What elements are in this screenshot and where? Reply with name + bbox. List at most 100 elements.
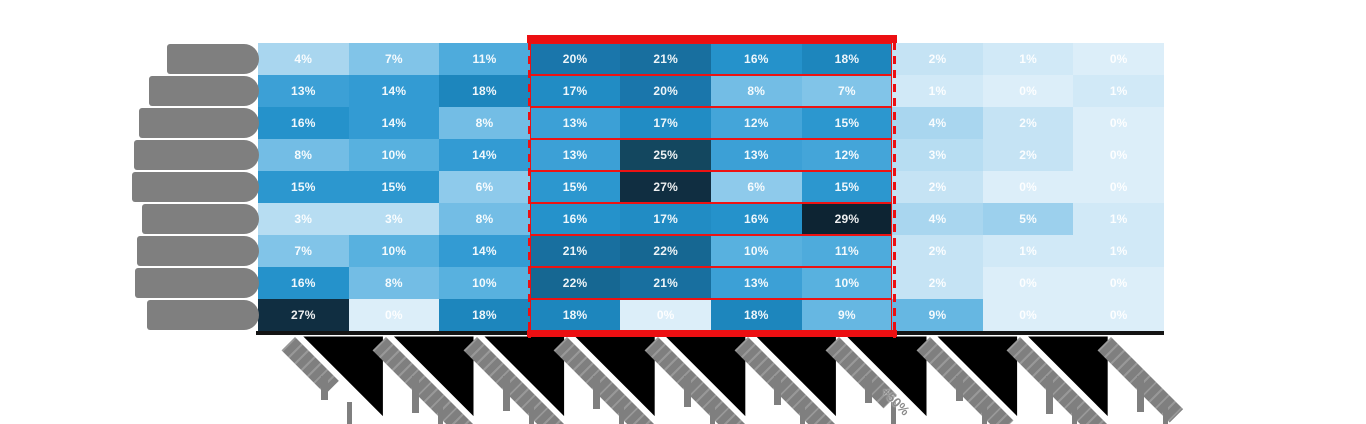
heatmap-cell[interactable]: 14% xyxy=(348,75,440,107)
heatmap-cell[interactable]: 18% xyxy=(439,299,530,331)
heatmap-cell[interactable]: 6% xyxy=(711,171,802,203)
heatmap-cell[interactable]: 20% xyxy=(529,43,621,75)
heatmap-cell[interactable]: 4% xyxy=(258,43,349,75)
redaction-streak xyxy=(1046,376,1054,414)
heatmap-cell[interactable]: 10% xyxy=(348,235,440,267)
heatmap-cell[interactable]: 2% xyxy=(892,267,983,299)
heatmap-cell[interactable]: 13% xyxy=(529,107,621,139)
heatmap-cell[interactable]: 15% xyxy=(801,107,893,139)
heatmap-cell[interactable]: 27% xyxy=(258,299,349,331)
heatmap-cell[interactable]: 2% xyxy=(982,107,1074,139)
heatmap-cell[interactable]: 16% xyxy=(711,43,802,75)
heatmap-cell[interactable]: 20% xyxy=(620,75,711,107)
redaction-streak xyxy=(619,402,625,424)
heatmap-cell[interactable]: 10% xyxy=(801,267,893,299)
heatmap-cell[interactable]: 13% xyxy=(711,139,802,171)
heatmap-cell[interactable]: 21% xyxy=(620,43,711,75)
heatmap-cell[interactable]: 1% xyxy=(1073,235,1164,267)
heatmap-cell[interactable]: 15% xyxy=(801,171,893,203)
heatmap-cell[interactable]: 0% xyxy=(1073,107,1164,139)
heatmap-cell[interactable]: 21% xyxy=(529,235,621,267)
heatmap-cell[interactable]: 7% xyxy=(258,235,349,267)
heatmap-cell[interactable]: 0% xyxy=(1073,299,1164,331)
heatmap-cell[interactable]: 0% xyxy=(620,299,711,331)
heatmap-cell[interactable]: 0% xyxy=(1073,267,1164,299)
heatmap-cell[interactable]: 29% xyxy=(801,203,893,235)
heatmap-cell[interactable]: 3% xyxy=(892,139,983,171)
heatmap-cell[interactable]: 1% xyxy=(1073,75,1164,107)
redaction-streak xyxy=(800,402,806,424)
redacted-row-label xyxy=(132,172,259,202)
heatmap-cell[interactable]: 11% xyxy=(439,43,530,75)
redaction-streak xyxy=(709,402,715,424)
heatmap-cell[interactable]: 14% xyxy=(439,139,530,171)
heatmap-cell[interactable]: 12% xyxy=(711,107,802,139)
heatmap-cell[interactable]: 0% xyxy=(982,267,1074,299)
redaction-streak xyxy=(347,402,353,424)
heatmap-cell[interactable]: 7% xyxy=(348,43,440,75)
heatmap-cell[interactable]: 18% xyxy=(801,43,893,75)
redaction-streak xyxy=(1072,402,1078,424)
heatmap-cell[interactable]: 15% xyxy=(529,171,621,203)
heatmap-cell[interactable]: 4% xyxy=(892,203,983,235)
heatmap-cell[interactable]: 11% xyxy=(801,235,893,267)
heatmap-cell[interactable]: 3% xyxy=(348,203,440,235)
heatmap-cell[interactable]: 1% xyxy=(1073,203,1164,235)
heatmap-cell[interactable]: 21% xyxy=(620,267,711,299)
heatmap-cell[interactable]: 15% xyxy=(348,171,440,203)
heatmap-cell[interactable]: 0% xyxy=(982,75,1074,107)
heatmap-cell[interactable]: 2% xyxy=(982,139,1074,171)
heatmap-cell[interactable]: 13% xyxy=(529,139,621,171)
heatmap-cell[interactable]: 17% xyxy=(620,203,711,235)
heatmap-cell[interactable]: 2% xyxy=(892,171,983,203)
heatmap-cell[interactable]: 4% xyxy=(892,107,983,139)
heatmap-cell[interactable]: 2% xyxy=(892,235,983,267)
heatmap-cell[interactable]: 8% xyxy=(439,203,530,235)
heatmap-cell[interactable]: 8% xyxy=(439,107,530,139)
heatmap-cell[interactable]: 10% xyxy=(439,267,530,299)
heatmap-cell[interactable]: 13% xyxy=(258,75,349,107)
heatmap-cell[interactable]: 0% xyxy=(1073,43,1164,75)
heatmap-cell[interactable]: 3% xyxy=(258,203,349,235)
heatmap-cell[interactable]: 9% xyxy=(801,299,893,331)
heatmap-cell[interactable]: 14% xyxy=(439,235,530,267)
heatmap-cell[interactable]: 15% xyxy=(258,171,349,203)
heatmap-cell[interactable]: 18% xyxy=(711,299,802,331)
heatmap-cell[interactable]: 18% xyxy=(529,299,621,331)
heatmap-cell[interactable]: 0% xyxy=(982,299,1074,331)
heatmap-cell[interactable]: 25% xyxy=(620,139,711,171)
heatmap-cell[interactable]: 8% xyxy=(258,139,349,171)
heatmap-cell[interactable]: 10% xyxy=(348,139,440,171)
heatmap-cell[interactable]: 16% xyxy=(711,203,802,235)
heatmap-cell[interactable]: 18% xyxy=(439,75,530,107)
heatmap-cell[interactable]: 2% xyxy=(892,43,983,75)
heatmap-cell[interactable]: 17% xyxy=(529,75,621,107)
heatmap-cell[interactable]: 6% xyxy=(439,171,530,203)
heatmap-cell[interactable]: 0% xyxy=(1073,139,1164,171)
heatmap-cell[interactable]: 5% xyxy=(982,203,1074,235)
heatmap-cell[interactable]: 8% xyxy=(711,75,802,107)
heatmap-cell[interactable]: 9% xyxy=(892,299,983,331)
heatmap-cell[interactable]: 22% xyxy=(529,267,621,299)
heatmap-cell[interactable]: 16% xyxy=(258,267,349,299)
redaction-streak xyxy=(1162,402,1168,424)
heatmap-cell[interactable]: 12% xyxy=(801,139,893,171)
heatmap-cell[interactable]: 22% xyxy=(620,235,711,267)
heatmap-cell[interactable]: 10% xyxy=(711,235,802,267)
heatmap-cell[interactable]: 0% xyxy=(982,171,1074,203)
heatmap-cell[interactable]: 17% xyxy=(620,107,711,139)
heatmap-cell[interactable]: 13% xyxy=(711,267,802,299)
heatmap-cell[interactable]: 7% xyxy=(801,75,893,107)
heatmap-cell[interactable]: 8% xyxy=(348,267,440,299)
heatmap-cell[interactable]: 16% xyxy=(529,203,621,235)
heatmap-cell[interactable]: 0% xyxy=(348,299,440,331)
heatmap-cell[interactable]: 1% xyxy=(982,235,1074,267)
redacted-row-label xyxy=(147,300,259,330)
heatmap-cell[interactable]: 1% xyxy=(892,75,983,107)
heatmap-cell[interactable]: 0% xyxy=(1073,171,1164,203)
heatmap-cell[interactable]: 1% xyxy=(982,43,1074,75)
heatmap-cell[interactable]: 14% xyxy=(348,107,440,139)
heatmap-cell[interactable]: 16% xyxy=(258,107,349,139)
heatmap-cell[interactable]: 27% xyxy=(620,171,711,203)
